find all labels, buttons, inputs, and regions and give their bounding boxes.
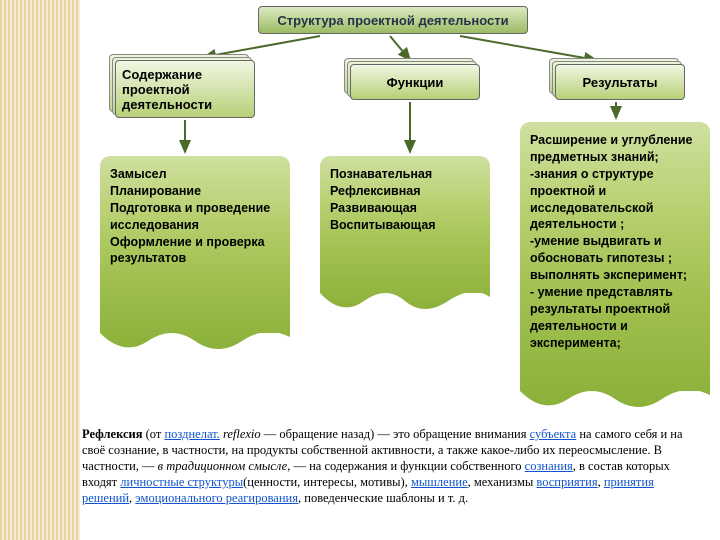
- scroll-line: Рефлексивная: [330, 183, 480, 200]
- scroll-content-1: Замысел Планирование Подготовка и провед…: [100, 156, 290, 356]
- scroll-line: Подготовка и проведение исследования: [110, 200, 280, 234]
- link-subject[interactable]: субъекта: [530, 427, 577, 441]
- scroll-line: -умение выдвигать и обосновать гипотезы …: [530, 233, 700, 284]
- link-perception[interactable]: восприятия: [536, 475, 597, 489]
- link-latin[interactable]: позднелат.: [164, 427, 219, 441]
- scroll-content-2: Познавательная Рефлексивная Развивающая …: [320, 156, 490, 316]
- scroll-wave: [320, 293, 490, 317]
- italic-term: reflexio: [223, 427, 261, 441]
- scroll-line: -знания о структуре проектной и исследов…: [530, 166, 700, 234]
- header-col2: Функции: [350, 64, 480, 100]
- scroll-line: Развивающая: [330, 200, 480, 217]
- scroll-wave: [520, 391, 710, 415]
- para-text: (от: [142, 427, 164, 441]
- scroll-line: - умение представлять результаты проектн…: [530, 284, 700, 352]
- scroll-content-3: Расширение и углубление предметных знани…: [520, 122, 710, 414]
- scroll-line: Воспитывающая: [330, 217, 480, 234]
- link-thinking[interactable]: мышление: [411, 475, 468, 489]
- scroll-line: Планирование: [110, 183, 280, 200]
- link-emotional-response[interactable]: эмоционального реагирования: [135, 491, 298, 505]
- link-consciousness[interactable]: сознания: [525, 459, 573, 473]
- scroll-wave: [100, 333, 290, 357]
- scroll-line: Расширение и углубление предметных знани…: [530, 132, 700, 166]
- header-col1: Содержание проектной деятельности: [115, 60, 255, 118]
- para-text: — обращение назад) — это обращение внима…: [261, 427, 530, 441]
- header-col3: Результаты: [555, 64, 685, 100]
- para-text: (ценности, интересы, мотивы),: [243, 475, 411, 489]
- scroll-line: Замысел: [110, 166, 280, 183]
- diagram-title: Структура проектной деятельности: [258, 6, 528, 34]
- para-text: , — на содержания и функции собственного: [287, 459, 524, 473]
- diagram: Структура проектной деятельности Содержа…: [0, 0, 720, 420]
- italic-phrase: в традиционном смысле: [158, 459, 288, 473]
- para-text: , поведенческие шаблоны и т. д.: [298, 491, 468, 505]
- term-bold: Рефлексия: [82, 427, 142, 441]
- link-personal-structures[interactable]: личностные структуры: [120, 475, 243, 489]
- para-text: , механизмы: [468, 475, 537, 489]
- definition-paragraph: Рефлексия (от позднелат. reflexio — обра…: [82, 426, 702, 506]
- scroll-line: Познавательная: [330, 166, 480, 183]
- scroll-line: Оформление и проверка результатов: [110, 234, 280, 268]
